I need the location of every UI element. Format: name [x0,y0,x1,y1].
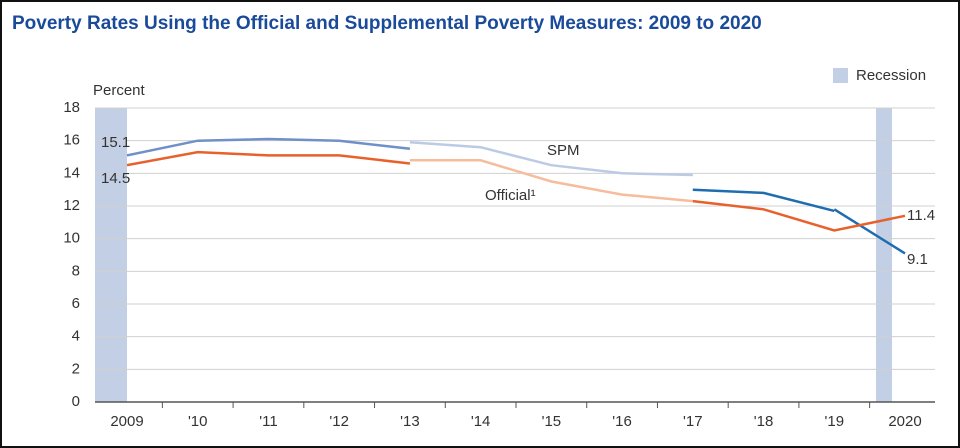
y-tick-label: 10 [63,230,80,247]
x-tick-label: '11 [259,413,277,430]
legend-label: Recession [856,67,926,84]
series-line [833,208,906,255]
data-label: 14.5 [101,170,130,187]
y-tick-label: 8 [72,262,80,279]
x-tick-label: '18 [754,413,774,430]
x-tick-label: '17 [683,413,703,430]
y-tick-label: 4 [72,328,80,345]
series-line [409,141,693,177]
series-label: SPM [547,142,580,159]
x-tick-label: 2009 [110,413,143,430]
recession-band [95,108,127,402]
y-tick-label: 6 [72,295,80,312]
x-tick-label: '10 [188,413,208,430]
series-line [409,159,693,203]
chart-title: Poverty Rates Using the Official and Sup… [12,13,762,34]
x-tick-label: '13 [400,413,420,430]
x-tick-label: '16 [612,413,632,430]
data-label: 15.1 [101,134,130,151]
y-tick-label: 2 [72,360,80,377]
y-tick-label: 16 [63,132,80,149]
series-line [692,188,835,213]
series-line [126,137,411,157]
y-tick-label: 12 [63,197,80,214]
series-line [126,150,411,167]
x-tick-label: '15 [542,413,562,430]
data-label: 9.1 [907,251,928,268]
y-axis-label: Percent [93,82,146,99]
x-tick-label: '12 [329,413,349,430]
y-tick-label: 18 [63,99,80,116]
x-tick-label: 2020 [888,413,921,430]
x-tick-label: '19 [824,413,844,430]
series-label: Official¹ [485,187,536,204]
recession-band [876,108,892,402]
y-tick-label: 14 [63,164,80,181]
series-line [692,199,906,232]
legend-swatch [833,68,848,83]
y-tick-label: 0 [72,393,80,410]
x-tick-label: '14 [471,413,491,430]
data-label: 11.4 [907,207,935,224]
